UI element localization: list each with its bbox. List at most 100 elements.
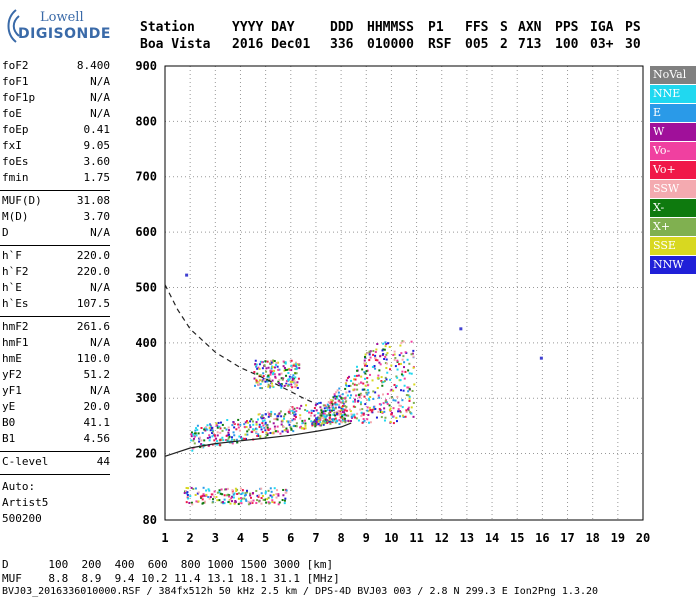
echo-point [266,426,269,429]
echo-point [395,420,398,423]
echo-point [208,489,211,492]
echo-point [316,423,319,426]
echo-point [268,386,271,389]
echo-point [382,381,385,384]
autoscale-line: Auto: [0,479,110,495]
echo-point [368,359,371,362]
echo-point [368,353,371,356]
echo-point [216,491,219,494]
echo-point [255,428,258,431]
echo-point [408,372,411,375]
echo-point [407,369,410,372]
echo-point [397,401,400,404]
echo-point [269,494,272,497]
echo-point [412,355,415,358]
echo-point [263,419,266,422]
echo-point [197,491,200,494]
echo-point [313,420,316,423]
echo-point [365,370,368,373]
echo-point [264,413,267,416]
y-tick-label: 200 [135,447,157,461]
echo-point [216,443,219,446]
echo-point [203,439,206,442]
echo-point [322,417,325,420]
param-row: hmE 110.0 [0,351,110,367]
echo-point [226,434,229,437]
echo-point [395,375,398,378]
echo-point [194,493,197,496]
lower-trace-line [164,422,352,457]
echo-point [372,408,375,411]
echo-point [276,489,279,492]
echo-point [283,366,286,369]
param-name: foEs [2,155,29,168]
param-row: foF1 N/A [0,74,110,90]
echo-point [194,429,197,432]
echo-point [309,414,312,417]
echo-point [197,432,200,435]
echo-point [240,500,243,503]
echo-point [323,415,326,418]
echo-point [393,350,396,353]
echo-point [273,487,276,490]
echo-point [221,493,224,496]
echo-point [212,498,215,501]
echo-point [204,429,207,432]
echo-point [340,421,343,424]
echo-point [304,408,307,411]
echo-point [290,369,293,372]
echo-point [352,405,355,408]
echo-point [294,363,297,366]
echo-point [265,370,268,373]
echo-point [281,430,284,433]
echo-point [281,419,284,422]
echo-point [296,406,299,409]
echo-point [203,428,206,431]
echo-point [301,427,304,430]
echo-point [357,382,360,385]
param-name: yF1 [2,384,22,397]
echo-point [267,376,270,379]
echo-point [264,360,267,363]
echo-point [273,425,276,428]
echo-point [267,411,270,414]
echo-point [384,416,387,419]
x-tick-label: 17 [560,531,574,545]
echo-point [320,407,323,410]
echo-point [285,382,288,385]
echo-point [257,366,260,369]
echo-point [225,434,228,437]
echo-point [312,422,315,425]
echo-point [371,365,374,368]
echo-point [405,409,408,412]
echo-point [386,402,389,405]
param-name: h`E [2,281,22,294]
echo-point [208,497,211,500]
echo-point [270,496,273,499]
echo-point [344,417,347,420]
echo-point [230,497,233,500]
param-value: 20.0 [83,400,111,413]
echo-point [401,399,404,402]
echo-point [291,366,294,369]
echo-point [226,440,229,443]
param-value: N/A [90,107,110,120]
echo-point [219,431,222,434]
echo-point [344,387,347,390]
echo-point [201,431,204,434]
echo-point [256,367,259,370]
echo-point [237,423,240,426]
echo-point [271,432,274,435]
echo-point [369,396,372,399]
echo-point [205,493,208,496]
echo-point [354,416,357,419]
echo-point [280,385,283,388]
echo-point [202,443,205,446]
legend-item: W [650,123,696,141]
echo-point [367,410,370,413]
echo-point [335,391,338,394]
echo-point [286,420,289,423]
echo-point [235,438,238,441]
echo-point [374,358,377,361]
echo-point [399,344,402,347]
